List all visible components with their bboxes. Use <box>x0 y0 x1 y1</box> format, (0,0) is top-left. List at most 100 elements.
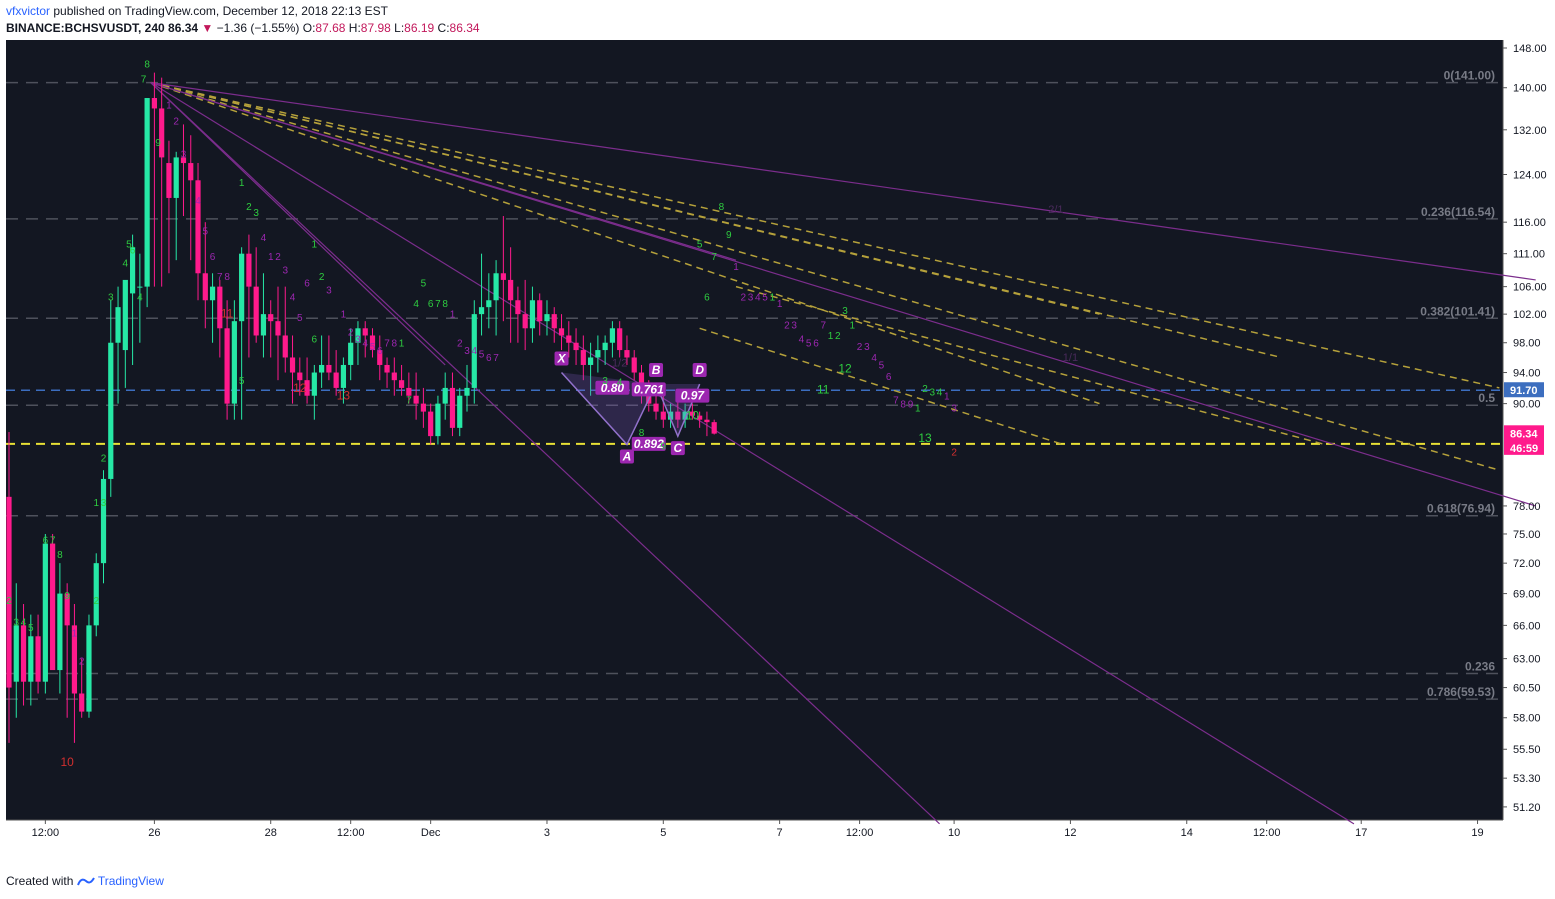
price-badge-label: 86.34 <box>1510 428 1538 440</box>
sequential-count: 4 <box>195 196 201 207</box>
sequential-count: 11 <box>817 382 830 396</box>
sequential-count: 5 <box>806 338 812 349</box>
sequential-count: 8 <box>442 299 448 310</box>
sequential-count: 2 <box>173 116 179 127</box>
time-tick-label: 7 <box>777 827 783 839</box>
sequential-count: 5 <box>762 292 768 303</box>
candle-body <box>508 279 514 301</box>
sequential-count: 9 <box>155 138 161 149</box>
candle-body <box>6 496 12 688</box>
candle-body <box>558 328 565 336</box>
price-tick-label: 75.00 <box>1513 529 1541 541</box>
sequential-count: 5 <box>697 239 703 250</box>
chart-area[interactable]: 0(141.00) 0.236(116.54) 0.382(101.41) 0.5 0.… <box>6 40 1549 861</box>
tradingview-link[interactable]: TradingView <box>97 874 164 888</box>
price-tick-label: 69.00 <box>1513 589 1541 601</box>
sequential-count: 10 <box>60 755 74 769</box>
fib-level-label: 0.5 <box>1478 391 1495 405</box>
candle-body <box>253 286 259 336</box>
price-tick-label: 102.00 <box>1513 309 1547 321</box>
candle-body <box>304 380 310 396</box>
time-tick-label: 5 <box>660 827 666 839</box>
chart-header: vfxvictor published on TradingView.com, … <box>6 3 480 37</box>
sequential-count: 11 <box>221 307 234 321</box>
sequential-count: 5 <box>421 279 427 290</box>
fib-level-label: 0.382(101.41) <box>1420 304 1495 318</box>
candle-body <box>609 328 616 343</box>
sequential-count: 8 <box>719 202 725 213</box>
candle-body <box>115 307 121 343</box>
pattern-point-label: X <box>557 352 567 366</box>
ohlc-line: BINANCE:BCHSVUSDT, 240 86.34 ▼ −1.36 (−1… <box>6 20 480 37</box>
sequential-count: 6 <box>428 299 434 310</box>
candle-body <box>711 422 717 434</box>
pattern-point-badge <box>649 363 664 378</box>
author-link[interactable]: vfxvictor <box>6 4 51 18</box>
low-value: 86.19 <box>404 21 435 35</box>
sequential-count: 5 <box>879 361 885 372</box>
candle-body <box>413 395 419 404</box>
sequential-count: 6 <box>704 292 710 303</box>
candle-body <box>239 253 245 322</box>
sequential-count: 3 <box>355 335 361 346</box>
fan-label: 1/2 <box>612 357 627 369</box>
sequential-count: 7 <box>384 338 390 349</box>
price-tick-label: 63.00 <box>1513 654 1541 666</box>
sequential-count: 2 <box>246 202 252 213</box>
candle-body <box>108 342 114 479</box>
purple-trendline <box>150 82 446 366</box>
price-tick-label: 116.00 <box>1513 217 1546 229</box>
candle-body <box>384 364 390 373</box>
sequential-count: 4 <box>21 617 27 628</box>
price-tick-label: 124.00 <box>1513 169 1547 181</box>
candle-body <box>282 335 288 358</box>
candle-body <box>435 403 441 437</box>
sequential-count: 7 <box>217 272 223 283</box>
candle-body <box>457 395 463 428</box>
candle-body <box>289 357 296 373</box>
close-label: C: <box>437 21 450 35</box>
candle-body <box>224 328 230 404</box>
sequential-count: 2 <box>275 252 281 263</box>
candle-body <box>173 157 179 198</box>
sequential-count: 4 <box>261 233 267 244</box>
candle-body <box>93 563 99 626</box>
candle-body <box>297 372 303 381</box>
candle-body <box>602 342 608 351</box>
sequential-count: 2 <box>6 596 12 607</box>
candle-body <box>660 411 666 420</box>
sequential-count: 8 <box>639 428 645 439</box>
sequential-count: 4 <box>755 292 761 303</box>
candle-body <box>573 342 579 351</box>
published-text: published on TradingView.com, December 1… <box>53 4 389 18</box>
pattern-ratio-label: 0.892 <box>634 437 664 451</box>
open-label: O: <box>302 21 316 35</box>
candle-body <box>217 286 223 329</box>
candle-body <box>137 286 143 288</box>
price-tick-label: 51.20 <box>1513 802 1541 814</box>
sequential-count: 3 <box>602 376 608 387</box>
sequential-count: 2 <box>348 327 354 338</box>
last-price: 86.34 <box>168 21 199 35</box>
sequential-count: 6 <box>312 335 318 346</box>
price-chart[interactable]: 0(141.00) 0.236(116.54) 0.382(101.41) 0.5 0.… <box>6 40 1549 861</box>
candle-body <box>595 350 601 358</box>
candle-body <box>355 328 361 343</box>
tradingview-logo-icon <box>76 875 95 886</box>
candle-body <box>28 636 34 682</box>
time-tick-label: Dec <box>421 827 441 839</box>
candle-body <box>522 314 528 329</box>
sequential-count: 7 <box>711 252 717 263</box>
sequential-count: 6 <box>304 279 310 290</box>
sequential-count: 5 <box>126 239 132 250</box>
sequential-count: 2 <box>835 331 841 342</box>
candle-body <box>653 403 659 412</box>
pattern-ratio-label: 0.80 <box>601 381 625 395</box>
sequential-count: 5 <box>297 313 303 324</box>
pattern-ratio-badge <box>631 436 666 451</box>
candle-body <box>209 286 216 301</box>
candle-body <box>420 403 426 412</box>
sequential-count: 1 <box>399 338 405 349</box>
candle-body <box>369 335 376 351</box>
gold-trendline <box>150 81 1500 471</box>
